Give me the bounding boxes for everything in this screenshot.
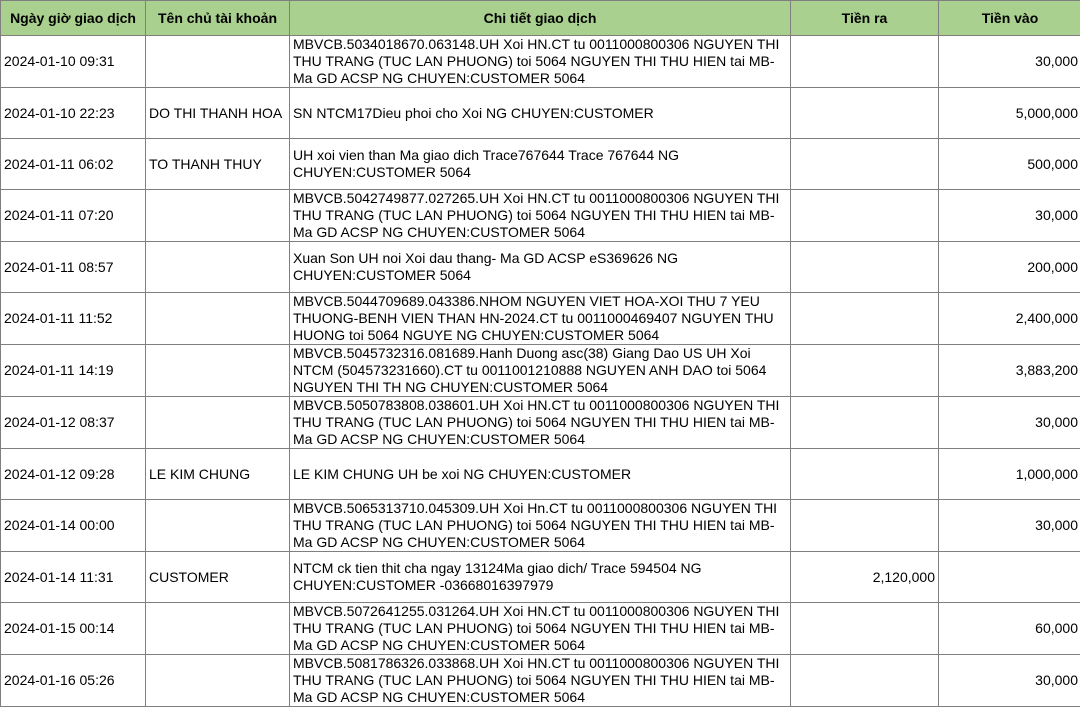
date-cell[interactable]: 2024-01-11 14:19 bbox=[1, 345, 146, 397]
col-header-account-name[interactable]: Tên chủ tài khoản bbox=[146, 1, 290, 36]
account-name-cell[interactable] bbox=[146, 655, 290, 707]
detail-cell[interactable]: MBVCB.5065313710.045309.UH Xoi Hn.CT tu … bbox=[290, 500, 791, 552]
money-out-cell[interactable] bbox=[791, 655, 939, 707]
detail-cell[interactable]: MBVCB.5044709689.043386.NHOM NGUYEN VIET… bbox=[290, 293, 791, 345]
money-in-cell[interactable]: 200,000 bbox=[939, 242, 1080, 293]
money-out-cell[interactable] bbox=[791, 242, 939, 293]
date-cell[interactable]: 2024-01-14 11:31 bbox=[1, 552, 146, 603]
money-out-cell[interactable] bbox=[791, 36, 939, 88]
money-out-cell[interactable] bbox=[791, 603, 939, 655]
detail-cell[interactable]: UH xoi vien than Ma giao dich Trace76764… bbox=[290, 139, 791, 190]
table-row: 2024-01-14 00:00 MBVCB.5065313710.045309.… bbox=[1, 500, 1080, 552]
money-in-cell[interactable] bbox=[939, 552, 1080, 603]
detail-cell[interactable]: MBVCB.5034018670.063148.UH Xoi HN.CT tu … bbox=[290, 36, 791, 88]
date-cell[interactable]: 2024-01-11 06:02 bbox=[1, 139, 146, 190]
money-in-cell[interactable]: 30,000 bbox=[939, 500, 1080, 552]
account-name-cell[interactable]: LE KIM CHUNG bbox=[146, 449, 290, 500]
account-name-cell[interactable] bbox=[146, 603, 290, 655]
account-name-cell[interactable] bbox=[146, 242, 290, 293]
account-name-cell[interactable] bbox=[146, 500, 290, 552]
detail-cell[interactable]: MBVCB.5081786326.033868.UH Xoi HN.CT tu … bbox=[290, 655, 791, 707]
detail-cell[interactable]: MBVCB.5042749877.027265.UH Xoi HN.CT tu … bbox=[290, 190, 791, 242]
money-out-cell[interactable] bbox=[791, 190, 939, 242]
detail-cell[interactable]: MBVCB.5050783808.038601.UH Xoi HN.CT tu … bbox=[290, 397, 791, 449]
money-out-cell[interactable] bbox=[791, 397, 939, 449]
money-in-cell[interactable]: 5,000,000 bbox=[939, 88, 1080, 139]
table-row: 2024-01-16 05:26 MBVCB.5081786326.033868.… bbox=[1, 655, 1080, 707]
money-in-cell[interactable]: 30,000 bbox=[939, 655, 1080, 707]
money-in-cell[interactable]: 1,000,000 bbox=[939, 449, 1080, 500]
detail-cell[interactable]: Xuan Son UH noi Xoi dau thang- Ma GD ACS… bbox=[290, 242, 791, 293]
table-row: 2024-01-12 08:37 MBVCB.5050783808.038601.… bbox=[1, 397, 1080, 449]
money-in-cell[interactable]: 3,883,200 bbox=[939, 345, 1080, 397]
detail-cell[interactable]: LE KIM CHUNG UH be xoi NG CHUYEN:CUSTOME… bbox=[290, 449, 791, 500]
money-out-cell[interactable] bbox=[791, 345, 939, 397]
date-cell[interactable]: 2024-01-11 08:57 bbox=[1, 242, 146, 293]
account-name-cell[interactable]: CUSTOMER bbox=[146, 552, 290, 603]
money-in-cell[interactable]: 30,000 bbox=[939, 190, 1080, 242]
date-cell[interactable]: 2024-01-15 00:14 bbox=[1, 603, 146, 655]
money-out-cell[interactable] bbox=[791, 293, 939, 345]
table-row: 2024-01-11 08:57 Xuan Son UH noi Xoi dau … bbox=[1, 242, 1080, 293]
money-out-cell[interactable] bbox=[791, 139, 939, 190]
account-name-cell[interactable] bbox=[146, 293, 290, 345]
account-name-cell[interactable] bbox=[146, 190, 290, 242]
date-cell[interactable]: 2024-01-12 09:28 bbox=[1, 449, 146, 500]
date-cell[interactable]: 2024-01-11 11:52 bbox=[1, 293, 146, 345]
header-row: Ngày giờ giao dịch Tên chủ tài khoản Chi… bbox=[1, 1, 1080, 36]
account-name-cell[interactable]: TO THANH THUY bbox=[146, 139, 290, 190]
account-name-cell[interactable] bbox=[146, 345, 290, 397]
money-in-cell[interactable]: 30,000 bbox=[939, 36, 1080, 88]
account-name-cell[interactable] bbox=[146, 397, 290, 449]
money-in-cell[interactable]: 30,000 bbox=[939, 397, 1080, 449]
money-in-cell[interactable]: 60,000 bbox=[939, 603, 1080, 655]
col-header-money-out[interactable]: Tiền ra bbox=[791, 1, 939, 36]
detail-cell[interactable]: MBVCB.5045732316.081689.Hanh Duong asc(3… bbox=[290, 345, 791, 397]
table-row: 2024-01-11 11:52 MBVCB.5044709689.043386.… bbox=[1, 293, 1080, 345]
table-row: 2024-01-10 09:31 MBVCB.5034018670.063148.… bbox=[1, 36, 1080, 88]
date-cell[interactable]: 2024-01-16 05:26 bbox=[1, 655, 146, 707]
col-header-detail[interactable]: Chi tiết giao dịch bbox=[290, 1, 791, 36]
table-row: 2024-01-11 07:20 MBVCB.5042749877.027265.… bbox=[1, 190, 1080, 242]
col-header-date[interactable]: Ngày giờ giao dịch bbox=[1, 1, 146, 36]
money-out-cell[interactable] bbox=[791, 88, 939, 139]
date-cell[interactable]: 2024-01-12 08:37 bbox=[1, 397, 146, 449]
table-row: 2024-01-11 14:19 MBVCB.5045732316.081689.… bbox=[1, 345, 1080, 397]
money-out-cell[interactable] bbox=[791, 500, 939, 552]
date-cell[interactable]: 2024-01-11 07:20 bbox=[1, 190, 146, 242]
money-in-cell[interactable]: 500,000 bbox=[939, 139, 1080, 190]
date-cell[interactable]: 2024-01-14 00:00 bbox=[1, 500, 146, 552]
money-out-cell[interactable]: 2,120,000 bbox=[791, 552, 939, 603]
date-cell[interactable]: 2024-01-10 22:23 bbox=[1, 88, 146, 139]
detail-cell[interactable]: SN NTCM17Dieu phoi cho Xoi NG CHUYEN:CUS… bbox=[290, 88, 791, 139]
money-in-cell[interactable]: 2,400,000 bbox=[939, 293, 1080, 345]
account-name-cell[interactable]: DO THI THANH HOA bbox=[146, 88, 290, 139]
date-cell[interactable]: 2024-01-10 09:31 bbox=[1, 36, 146, 88]
table-row: 2024-01-15 00:14 MBVCB.5072641255.031264.… bbox=[1, 603, 1080, 655]
account-name-cell[interactable] bbox=[146, 36, 290, 88]
detail-cell[interactable]: NTCM ck tien thit cha ngay 13124Ma giao … bbox=[290, 552, 791, 603]
col-header-money-in[interactable]: Tiền vào bbox=[939, 1, 1080, 36]
detail-cell[interactable]: MBVCB.5072641255.031264.UH Xoi HN.CT tu … bbox=[290, 603, 791, 655]
money-out-cell[interactable] bbox=[791, 449, 939, 500]
